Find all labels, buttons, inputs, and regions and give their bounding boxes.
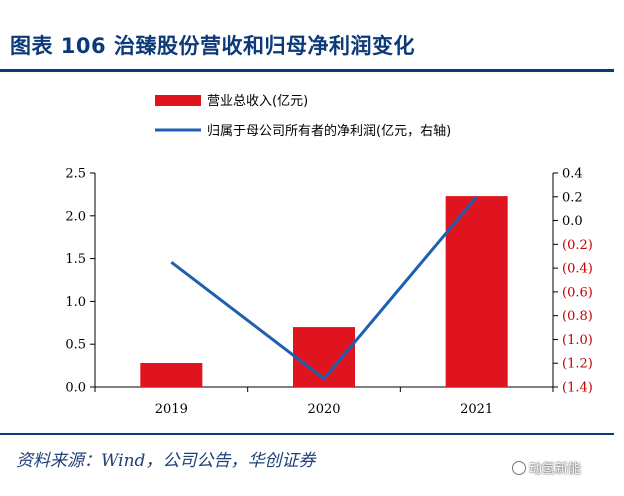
right-tick-label: (1.0) — [562, 333, 593, 348]
source-divider — [0, 433, 614, 435]
left-tick-label: 0.5 — [65, 338, 86, 353]
right-tick-label: (0.8) — [562, 309, 593, 324]
bar-series — [140, 196, 508, 387]
x-category-label: 2020 — [307, 402, 340, 417]
revenue-bar — [140, 363, 203, 387]
x-category-label: 2021 — [460, 402, 493, 417]
x-category-label: 2019 — [155, 402, 188, 417]
right-tick-label: (1.4) — [562, 381, 593, 396]
title-underline — [0, 69, 614, 72]
legend-bar-swatch — [155, 95, 201, 106]
right-tick-label: (0.6) — [562, 285, 593, 300]
right-tick-label: (0.4) — [562, 262, 593, 277]
left-tick-label: 2.5 — [65, 167, 86, 182]
right-tick-label: (1.2) — [562, 357, 593, 372]
wechat-icon — [512, 461, 526, 475]
chart-area: 营业总收入(亿元) 归属于母公司所有者的净利润(亿元，右轴) 0.0 0.5 1.0… — [65, 94, 593, 418]
left-tick-label: 1.5 — [65, 252, 86, 267]
right-tick-label: 0.0 — [562, 214, 583, 229]
left-tick-label: 0.0 — [65, 381, 86, 396]
legend-bar-label: 营业总收入(亿元) — [207, 94, 308, 109]
line-series — [170, 195, 478, 381]
right-tick-label: 0.4 — [562, 167, 583, 182]
source-note: 资料来源：Wind，公司公告，华创证券 — [16, 451, 316, 471]
axis-labels: 0.0 0.5 1.0 1.5 2.0 2.5 0.4 0.2 0.0 (0.2) (0.4) (0.… — [65, 167, 593, 418]
right-tick-label: (0.2) — [562, 238, 593, 253]
legend: 营业总收入(亿元) 归属于母公司所有者的净利润(亿元，右轴) — [155, 94, 451, 139]
watermark: 动氢新能 — [512, 458, 581, 477]
watermark-text: 动氢新能 — [529, 462, 582, 477]
revenue-bar — [445, 196, 508, 387]
left-tick-label: 1.0 — [65, 295, 86, 310]
chart-title: 图表 106 治臻股份营收和归母净利润变化 — [10, 34, 415, 58]
left-tick-label: 2.0 — [65, 209, 86, 224]
legend-line-label: 归属于母公司所有者的净利润(亿元，右轴) — [207, 123, 451, 139]
net-profit-line — [170, 195, 478, 381]
right-tick-label: 0.2 — [562, 190, 583, 205]
